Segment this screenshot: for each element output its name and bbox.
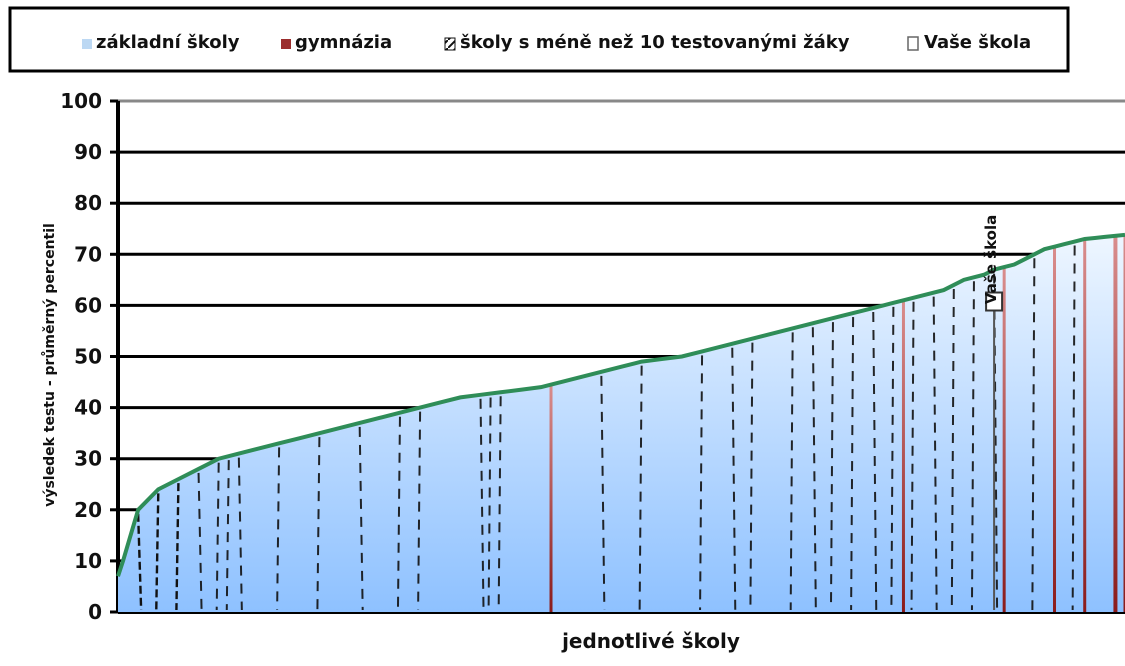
legend: základní školy gymnázia školy s méně než… bbox=[10, 8, 1068, 71]
y-tick-label-30: 30 bbox=[74, 447, 102, 471]
y-tick-label-80: 80 bbox=[74, 191, 102, 215]
legend-label-gymnasia: gymnázia bbox=[295, 32, 392, 53]
legend-label-your-school: Vaše škola bbox=[924, 32, 1031, 53]
tick-labels: 0 10 20 30 40 50 60 70 80 90 100 bbox=[60, 89, 118, 624]
gymnasium-mark bbox=[1113, 236, 1117, 612]
your-school-label: Vaše škola bbox=[982, 215, 1000, 304]
gymnasium-mark bbox=[1083, 239, 1086, 612]
y-tick-label-20: 20 bbox=[74, 498, 102, 522]
gymnasium-mark bbox=[550, 385, 553, 612]
x-axis-label: jednotlivé školy bbox=[561, 629, 740, 653]
y-tick-label-0: 0 bbox=[88, 600, 102, 624]
area-fill bbox=[118, 235, 1125, 612]
gymnasium-mark bbox=[1053, 247, 1056, 612]
y-tick-label-60: 60 bbox=[74, 293, 102, 317]
y-tick-label-10: 10 bbox=[74, 549, 102, 573]
gymnasium-mark bbox=[902, 300, 905, 612]
legend-swatch-basic-schools bbox=[82, 39, 92, 49]
legend-swatch-gymnasia bbox=[281, 39, 291, 49]
y-tick-label-40: 40 bbox=[74, 396, 102, 420]
legend-swatch-your-school bbox=[908, 37, 918, 50]
y-tick-label-90: 90 bbox=[74, 140, 102, 164]
y-tick-label-100: 100 bbox=[60, 89, 102, 113]
y-tick-label-50: 50 bbox=[74, 345, 102, 369]
y-axis-label: výsledek testu - průměrný percentil bbox=[41, 223, 58, 507]
gymnasium-mark bbox=[1003, 267, 1006, 612]
y-tick-label-70: 70 bbox=[74, 242, 102, 266]
legend-swatch-small-schools bbox=[445, 38, 455, 50]
legend-label-basic-schools: základní školy bbox=[96, 32, 240, 53]
legend-label-small-schools: školy s méně než 10 testovanými žáky bbox=[460, 32, 850, 53]
